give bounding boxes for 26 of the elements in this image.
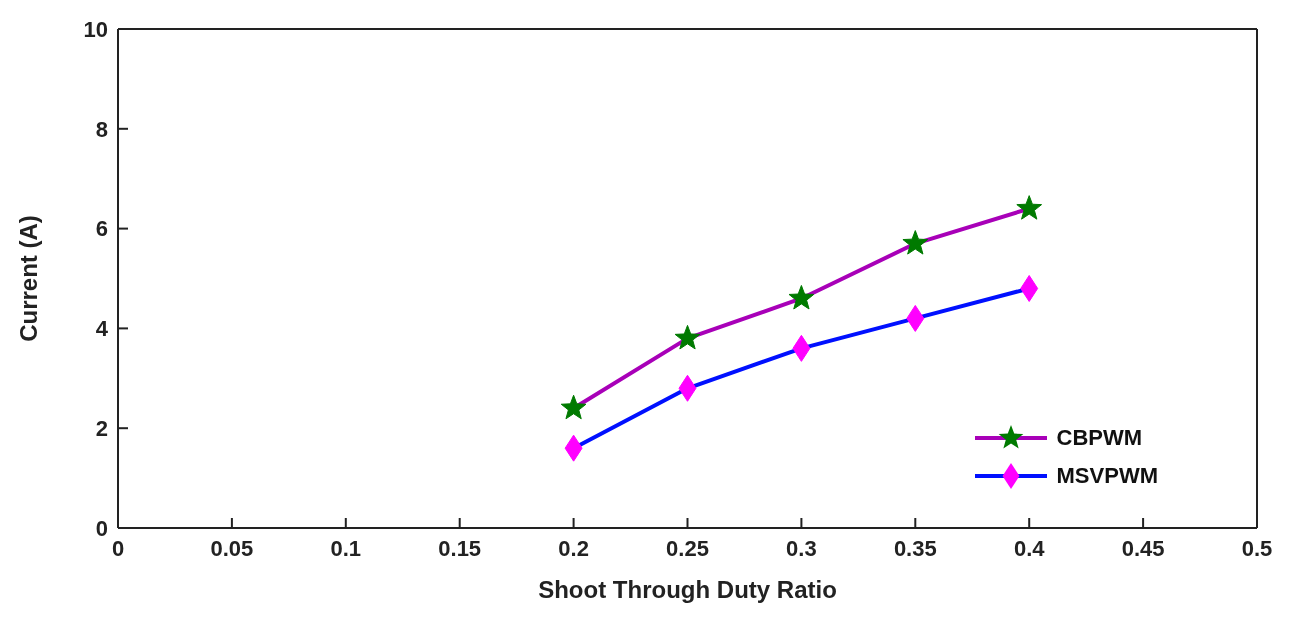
point bbox=[788, 284, 815, 310]
y-tick-label: 2 bbox=[95, 416, 108, 442]
y-tick-label: 8 bbox=[95, 116, 108, 142]
point bbox=[902, 230, 929, 255]
x-tick-label: 0.3 bbox=[786, 535, 817, 561]
y-tick-label: 10 bbox=[83, 16, 108, 42]
x-tick-label: 0.25 bbox=[666, 535, 709, 561]
y-tick-label: 6 bbox=[95, 216, 108, 242]
x-tick-label: 0.35 bbox=[893, 535, 937, 561]
point bbox=[674, 324, 701, 350]
point bbox=[1016, 195, 1043, 220]
legend-label: CBPWM bbox=[1056, 425, 1143, 451]
x-tick-label: 0.05 bbox=[210, 535, 254, 561]
x-axis-title: Shoot Through Duty Ratio bbox=[538, 576, 837, 603]
x-tick-label: 0.15 bbox=[438, 535, 482, 561]
y-axis-title: Current (A) bbox=[14, 215, 42, 342]
y-tick-label: 0 bbox=[95, 515, 108, 541]
x-tick-label: 0.1 bbox=[330, 535, 362, 561]
point bbox=[560, 394, 587, 420]
x-tick-label: 0.2 bbox=[558, 535, 589, 561]
y-tick-label: 4 bbox=[95, 316, 109, 342]
x-tick-label: 0 bbox=[111, 535, 125, 561]
x-tick-label: 0.4 bbox=[1013, 535, 1046, 561]
x-tick-label: 0.5 bbox=[1241, 535, 1273, 561]
legend-label: MSVPWM bbox=[1056, 463, 1158, 489]
x-tick-label: 0.45 bbox=[1121, 535, 1165, 561]
